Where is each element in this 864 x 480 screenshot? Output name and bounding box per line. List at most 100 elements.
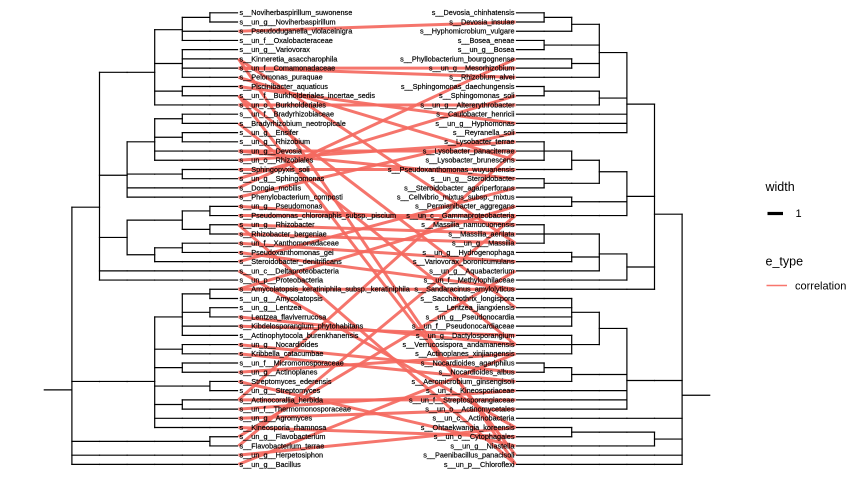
svg-text:s__Cellvibrio_mixtus_subsp._mi: s__Cellvibrio_mixtus_subsp._mixtus <box>397 193 515 202</box>
svg-text:s__un_g__Lentzea: s__un_g__Lentzea <box>240 303 303 312</box>
svg-text:s__Lysobacter_panaciterrae: s__Lysobacter_panaciterrae <box>423 146 515 155</box>
svg-text:s__un_g__Amycolatopsis: s__un_g__Amycolatopsis <box>240 294 324 303</box>
svg-text:s__un_f__Oxalobacteraceae: s__un_f__Oxalobacteraceae <box>240 36 333 45</box>
svg-text:s__un_g__Sphingomonas: s__un_g__Sphingomonas <box>240 174 325 183</box>
svg-text:s__un_c__Gammaproteobacteria: s__un_c__Gammaproteobacteria <box>406 211 515 220</box>
svg-text:s__un_g__Bacillus: s__un_g__Bacillus <box>240 460 302 469</box>
svg-text:s__Devosia_chinhatensis: s__Devosia_chinhatensis <box>432 8 515 17</box>
svg-text:s__Devosia_insulae: s__Devosia_insulae <box>449 17 514 26</box>
svg-text:s__un_g__Actinoplanes: s__un_g__Actinoplanes <box>240 368 318 377</box>
svg-text:s__un_f__Streptosporangiaceae: s__un_f__Streptosporangiaceae <box>409 395 514 404</box>
svg-text:s__un_o__Cytophagales: s__un_o__Cytophagales <box>434 432 515 441</box>
svg-text:s__un_g__Hyphomonas: s__un_g__Hyphomonas <box>435 119 514 128</box>
svg-text:s__Saccharothrix_longispora: s__Saccharothrix_longispora <box>420 294 515 303</box>
svg-text:s__Sphingopyxis_soli: s__Sphingopyxis_soli <box>240 165 311 174</box>
svg-text:s__un_f__Burkholderiales_incer: s__un_f__Burkholderiales_incertae_sedis <box>240 91 376 100</box>
svg-text:s__Nocardioides_albus: s__Nocardioides_albus <box>439 368 515 377</box>
svg-text:s__Massilia_namucuonensis: s__Massilia_namucuonensis <box>421 220 515 229</box>
svg-text:s__un_g__Mesorhizobium: s__un_g__Mesorhizobium <box>429 64 515 73</box>
svg-text:s__Kibdelosporangium_phytohabi: s__Kibdelosporangium_phytohabitans <box>240 322 364 331</box>
svg-text:s__Lentzea_flaviverrucosa: s__Lentzea_flaviverrucosa <box>240 312 328 321</box>
svg-text:s__un_p__Proteobacteria: s__un_p__Proteobacteria <box>240 275 325 284</box>
svg-text:s__Steroidobacter_denitrifican: s__Steroidobacter_denitrificans <box>240 257 343 266</box>
svg-text:width: width <box>765 180 795 194</box>
svg-text:s__un_f__Bradyrhizobiaceae: s__un_f__Bradyrhizobiaceae <box>240 110 335 119</box>
svg-text:s__Noviherbaspirillum_suwonens: s__Noviherbaspirillum_suwonense <box>240 8 353 17</box>
svg-text:s__Sphingomonas_daechungensis: s__Sphingomonas_daechungensis <box>401 82 515 91</box>
svg-text:s__un_g__Agromyces: s__un_g__Agromyces <box>240 414 313 423</box>
svg-text:s__un_g__Noviherbaspirillum: s__un_g__Noviherbaspirillum <box>240 17 336 26</box>
svg-text:s__Permianibacter_aggregans: s__Permianibacter_aggregans <box>415 202 515 211</box>
svg-text:s__un_g__Rhizobium: s__un_g__Rhizobium <box>240 137 311 146</box>
svg-text:s__un_g__Herpetosiphon: s__un_g__Herpetosiphon <box>240 451 324 460</box>
svg-text:s__un_g__Ensifer: s__un_g__Ensifer <box>240 128 299 137</box>
svg-text:s__un_g__Streptomyces: s__un_g__Streptomyces <box>240 386 321 395</box>
svg-text:s__Lysobacter_terrae: s__Lysobacter_terrae <box>444 137 514 146</box>
svg-text:s__Aeromicrobium_ginsengisoli: s__Aeromicrobium_ginsengisoli <box>411 377 514 386</box>
svg-text:s__un_g__Aquabacterium: s__un_g__Aquabacterium <box>429 266 514 275</box>
svg-text:s__un_g__Pseudomonas: s__un_g__Pseudomonas <box>240 202 323 211</box>
svg-text:s__Hyphomicrobium_vulgare: s__Hyphomicrobium_vulgare <box>420 27 515 36</box>
svg-text:s__un_g__Steroidobacter: s__un_g__Steroidobacter <box>431 174 515 183</box>
svg-text:s__un_g__Bosea: s__un_g__Bosea <box>458 45 516 54</box>
svg-text:s__un_p__Chloroflexi: s__un_p__Chloroflexi <box>444 460 515 469</box>
svg-text:s__Flavobacterium_terrae: s__Flavobacterium_terrae <box>240 441 325 450</box>
svg-text:s__un_f__Kineosporiaceae: s__un_f__Kineosporiaceae <box>426 386 514 395</box>
svg-text:s__Phyllobacterium_bourgognens: s__Phyllobacterium_bourgognense <box>400 54 514 63</box>
svg-text:s__un_g__Flavobacterium: s__un_g__Flavobacterium <box>240 432 326 441</box>
svg-text:s__Actinoplanes_xinjiangensis: s__Actinoplanes_xinjiangensis <box>415 349 515 358</box>
svg-text:s__un_g__Variovorax: s__un_g__Variovorax <box>240 45 311 54</box>
svg-text:s__Nocardioides_agariphilus: s__Nocardioides_agariphilus <box>421 358 515 367</box>
svg-text:s__Piscinibacter_aquaticus: s__Piscinibacter_aquaticus <box>240 82 329 91</box>
svg-text:s__Kinneretia_asaccharophila: s__Kinneretia_asaccharophila <box>240 54 339 63</box>
svg-text:s__Amycolatopsis_keratiniphila: s__Amycolatopsis_keratiniphila_subsp._ke… <box>240 285 411 294</box>
svg-text:s__Reyranella_soli: s__Reyranella_soli <box>453 128 515 137</box>
svg-text:correlation: correlation <box>795 281 846 293</box>
svg-text:s__un_f__Comamonadaceae: s__un_f__Comamonadaceae <box>240 64 336 73</box>
svg-text:s__Steroidobacter_agariperfora: s__Steroidobacter_agariperforans <box>404 183 515 192</box>
svg-text:1: 1 <box>796 208 802 220</box>
svg-text:s__un_c__Actinobacteria: s__un_c__Actinobacteria <box>433 414 516 423</box>
svg-text:s__Pseudoxanthomonas_wuyuanens: s__Pseudoxanthomonas_wuyuanensis <box>388 165 515 174</box>
svg-text:s__un_g__Pseudonocardia: s__un_g__Pseudonocardia <box>426 312 516 321</box>
svg-text:s__un_o__Burkholderiales: s__un_o__Burkholderiales <box>240 100 327 109</box>
svg-text:s__Sandaracinus_amylolyticus: s__Sandaracinus_amylolyticus <box>414 285 515 294</box>
svg-text:s__un_f__Methylophilaceae: s__un_f__Methylophilaceae <box>424 275 515 284</box>
svg-text:s__Dongia_mobilis: s__Dongia_mobilis <box>240 183 302 192</box>
svg-text:s__Variovorax_boronicumulans: s__Variovorax_boronicumulans <box>413 257 515 266</box>
svg-text:s__un_g__Nocardioides: s__un_g__Nocardioides <box>240 340 319 349</box>
svg-text:s__un_f__Pseudonocardiaceae: s__un_f__Pseudonocardiaceae <box>412 322 515 331</box>
svg-text:s__Sphingomonas_soli: s__Sphingomonas_soli <box>439 91 515 100</box>
svg-text:s__un_g__Hydrogenophaga: s__un_g__Hydrogenophaga <box>422 248 515 257</box>
svg-text:s__Paenibacillus_panacisoli: s__Paenibacillus_panacisoli <box>423 451 515 460</box>
svg-text:s__Phenylobacterium_composti: s__Phenylobacterium_composti <box>240 193 344 202</box>
svg-text:s__Lysobacter_brunescens: s__Lysobacter_brunescens <box>426 156 515 165</box>
svg-text:e_type: e_type <box>766 255 804 269</box>
svg-text:s__un_g__Devosia: s__un_g__Devosia <box>240 146 303 155</box>
svg-text:s__Kineosporia_rhamnosa: s__Kineosporia_rhamnosa <box>240 423 328 432</box>
svg-text:s__un_g__Massilia: s__un_g__Massilia <box>452 239 515 248</box>
svg-text:s__un_o__Actinomycetales: s__un_o__Actinomycetales <box>425 404 515 413</box>
svg-text:s__un_g__Altererythrobacter: s__un_g__Altererythrobacter <box>420 100 515 109</box>
svg-text:s__Rhizobium_alvei: s__Rhizobium_alvei <box>449 73 515 82</box>
svg-text:s__un_f__Micromonosporaceae: s__un_f__Micromonosporaceae <box>240 358 344 367</box>
svg-text:s__Pelomonas_puraquae: s__Pelomonas_puraquae <box>240 73 323 82</box>
svg-text:s__Pseudoxanthomonas_gei: s__Pseudoxanthomonas_gei <box>240 248 334 257</box>
svg-text:s__un_c__Deltaproteobacteria: s__un_c__Deltaproteobacteria <box>240 266 340 275</box>
svg-text:s__Actinophytocola_burenkhanen: s__Actinophytocola_burenkhanensis <box>240 331 359 340</box>
svg-text:s__un_g__Niastella: s__un_g__Niastella <box>450 441 515 450</box>
svg-text:s__un_f__Thermomonosporaceae: s__un_f__Thermomonosporaceae <box>240 404 352 413</box>
svg-text:s__Rhizobacter_bergeniae: s__Rhizobacter_bergeniae <box>240 229 327 238</box>
svg-text:s__Lentzea_jiangxiensis: s__Lentzea_jiangxiensis <box>435 303 515 312</box>
svg-text:s__Caulobacter_henricii: s__Caulobacter_henricii <box>436 110 515 119</box>
svg-text:s__Streptomyces_ederensis: s__Streptomyces_ederensis <box>240 377 332 386</box>
svg-text:s__Verrucosispora_andamanensis: s__Verrucosispora_andamanensis <box>403 340 515 349</box>
svg-text:s__un_g__Dactylosporangium: s__un_g__Dactylosporangium <box>416 331 515 340</box>
svg-text:s__Ohtaekwangia_koreensis: s__Ohtaekwangia_koreensis <box>421 423 515 432</box>
svg-text:s__Pseudomonas_chlororaphis_su: s__Pseudomonas_chlororaphis_subsp._pisci… <box>240 211 397 220</box>
svg-text:s__un_o__Rhizobiales: s__un_o__Rhizobiales <box>240 156 314 165</box>
svg-text:s__un_f__Xanthomonadaceae: s__un_f__Xanthomonadaceae <box>240 239 339 248</box>
svg-text:s__un_g__Rhizobacter: s__un_g__Rhizobacter <box>240 220 316 229</box>
svg-text:s__Massilia_aerilata: s__Massilia_aerilata <box>448 229 515 238</box>
svg-text:s__Bradyrhizobium_neotropicale: s__Bradyrhizobium_neotropicale <box>240 119 346 128</box>
